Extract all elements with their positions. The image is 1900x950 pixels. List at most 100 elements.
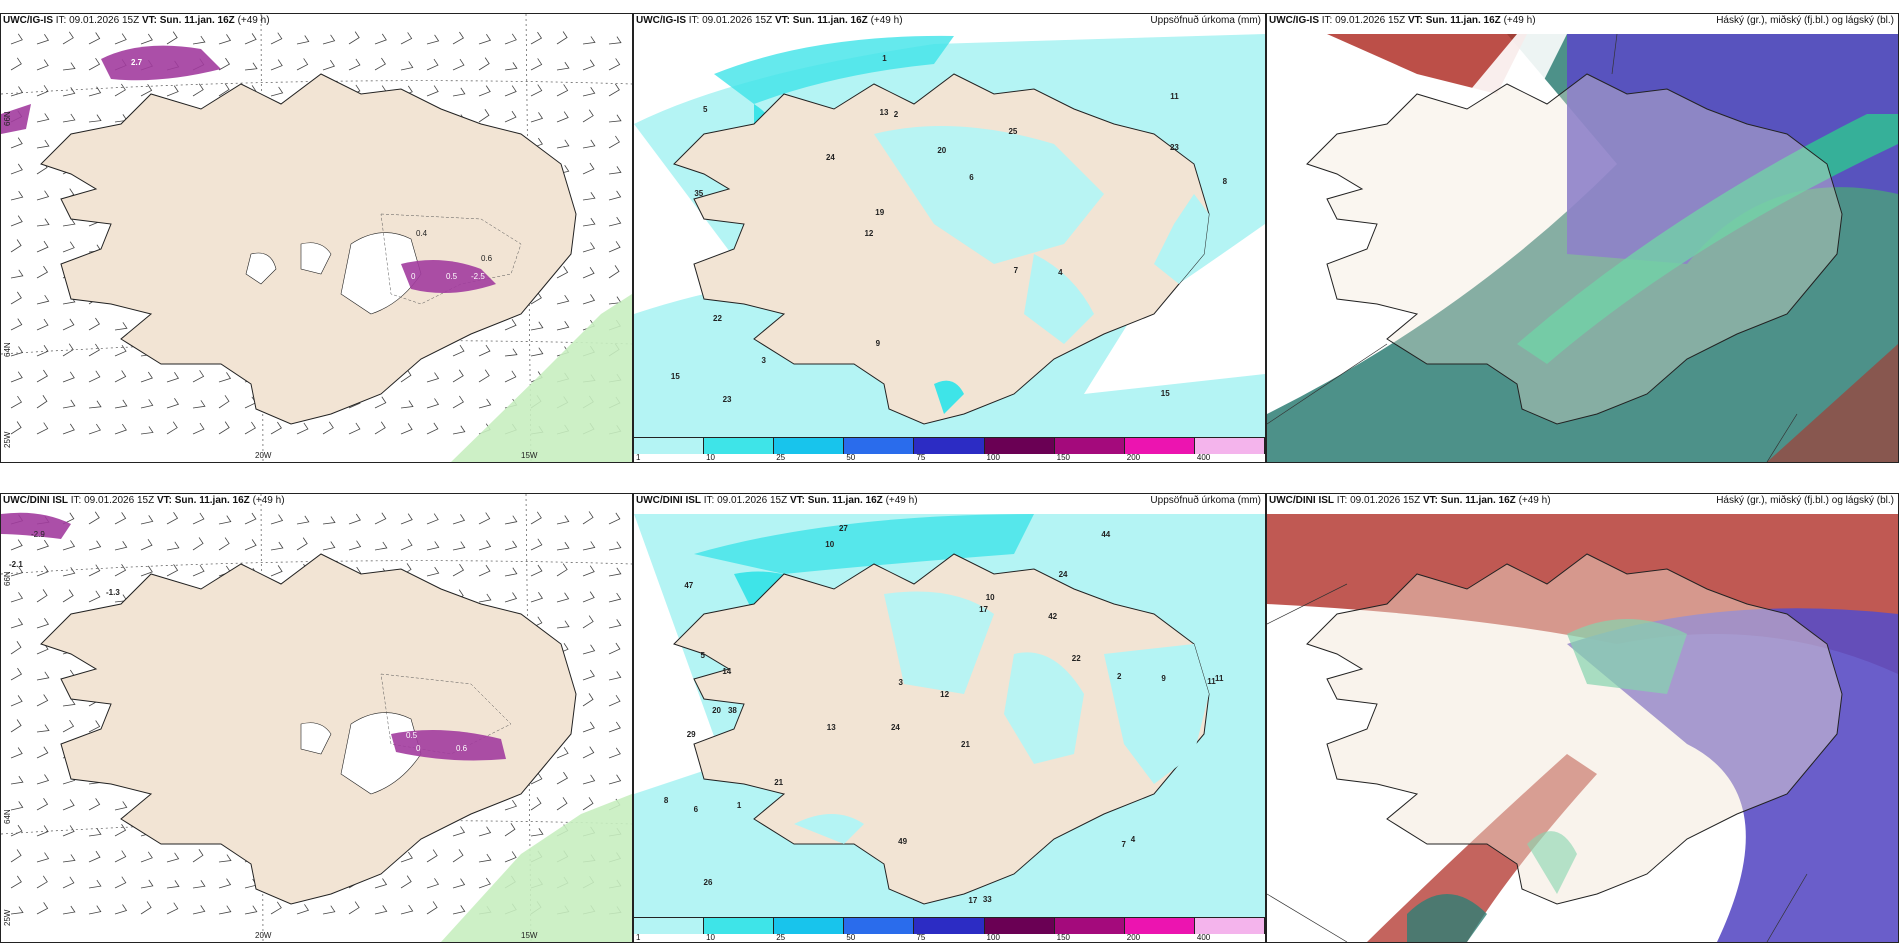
colorbar-tick: 400 — [1196, 933, 1211, 942]
wind-barb — [10, 875, 22, 889]
wind-barb — [62, 87, 76, 97]
wind-barb — [608, 114, 622, 123]
wind-barb — [530, 31, 543, 45]
precip-value: 13 — [826, 723, 836, 733]
wind-barb — [400, 904, 414, 915]
wind-barb — [10, 592, 24, 603]
precip-value: 8 — [1222, 176, 1228, 186]
wind-barb — [270, 901, 282, 915]
wind-barb — [426, 34, 440, 45]
wind-barb — [504, 319, 517, 331]
wind-barb — [556, 61, 570, 71]
wind-barb — [374, 396, 387, 409]
wind-barb — [10, 318, 23, 331]
wind-barb — [296, 904, 310, 915]
valid-time: VT: Sun. 11.jan. 16Z — [774, 15, 868, 26]
wind-barb — [608, 241, 621, 253]
wind-barb — [348, 58, 361, 71]
valid-time: VT: Sun. 11.jan. 16Z — [789, 495, 883, 506]
colorbar-tick: 100 — [986, 933, 1000, 942]
wind-barb — [62, 698, 76, 707]
wind-barb — [530, 564, 543, 577]
colorbar-tick: 1 — [636, 453, 641, 462]
wind-barb — [114, 564, 127, 577]
colorbar-swatch — [1124, 437, 1195, 454]
wind-barb — [608, 216, 622, 227]
wind-barb — [400, 400, 414, 409]
wind-barb — [348, 422, 361, 435]
wind-panel-igis: UWC/IG-IS IT: 09.01.2026 15Z VT: Sun. 11… — [0, 13, 633, 463]
wind-barb — [582, 591, 595, 603]
wind-barb — [36, 671, 50, 681]
wind-barb — [374, 33, 387, 45]
wind-barb — [556, 747, 569, 759]
lead-time: (+49 h) — [885, 495, 918, 506]
wind-barb — [88, 57, 101, 71]
colorbar-swatch — [1194, 437, 1265, 454]
colorbar-tick: 50 — [846, 453, 856, 462]
wind-barb — [62, 799, 75, 811]
lon-label: 20W — [255, 931, 272, 940]
precip-value: 11 — [1170, 91, 1179, 101]
precip-value: 42 — [1048, 611, 1058, 621]
wind-barb — [556, 541, 570, 551]
cloud-map — [1267, 494, 1898, 942]
wind-barb — [608, 721, 621, 733]
wind-barb — [296, 515, 310, 525]
wind-barb — [296, 422, 309, 435]
wind-barb — [556, 620, 570, 629]
wind-value: 0.6 — [481, 254, 493, 263]
wind-barb — [582, 217, 596, 227]
wind-barb — [88, 720, 101, 733]
wind-barb — [348, 540, 362, 551]
colorbar-swatch — [844, 917, 915, 934]
precip-map — [634, 494, 1265, 942]
wind-barb — [530, 112, 544, 123]
lat-label: 25W — [3, 909, 12, 926]
precip-value: 17 — [979, 604, 989, 614]
wind-barb — [10, 421, 22, 435]
wind-barb — [556, 797, 568, 811]
wind-map — [1, 14, 632, 462]
wind-barb — [582, 242, 596, 253]
wind-barb — [10, 190, 24, 201]
wind-barb — [88, 343, 100, 357]
wind-value: 2.7 — [131, 58, 143, 67]
wind-barb — [556, 84, 569, 97]
wind-barb — [270, 565, 283, 577]
wind-barb — [36, 34, 50, 45]
precip-value: 13 — [879, 108, 889, 118]
precip-value: 11 — [1207, 677, 1216, 687]
wind-barb — [582, 36, 596, 45]
wind-barb — [608, 36, 622, 45]
wind-barb — [140, 851, 153, 863]
wind-barb — [452, 905, 466, 915]
wind-barb — [426, 85, 439, 97]
colorbar-tick: 150 — [1056, 453, 1071, 462]
wind-barb — [478, 512, 491, 525]
wind-barb — [140, 538, 153, 551]
model-name: UWC/DINI ISL — [3, 495, 68, 506]
precip-panel-dini: UWC/DINI ISL IT: 09.01.2026 15Z VT: Sun.… — [633, 493, 1266, 943]
wind-barb — [166, 902, 179, 915]
wind-barb — [504, 515, 518, 525]
wind-barb — [62, 825, 75, 837]
wind-barb — [10, 163, 23, 175]
wind-barb — [348, 513, 361, 525]
wind-barb — [36, 852, 50, 863]
wind-barb — [582, 162, 595, 175]
precip-value: 7 — [1121, 839, 1126, 849]
wind-barb — [504, 851, 517, 863]
colorbar-swatch — [844, 437, 915, 454]
wind-barb — [36, 113, 50, 123]
wind-barb — [10, 618, 24, 629]
wind-barb — [36, 798, 49, 811]
wind-barb — [426, 541, 440, 551]
wind-barb — [348, 901, 360, 915]
valid-time: VT: Sun. 11.jan. 16Z — [1407, 15, 1501, 26]
wind-barb — [296, 58, 309, 71]
wind-barb — [270, 541, 284, 551]
precip-value: 22 — [1071, 654, 1081, 664]
wind-barb — [88, 511, 100, 525]
wind-barb — [452, 563, 465, 577]
